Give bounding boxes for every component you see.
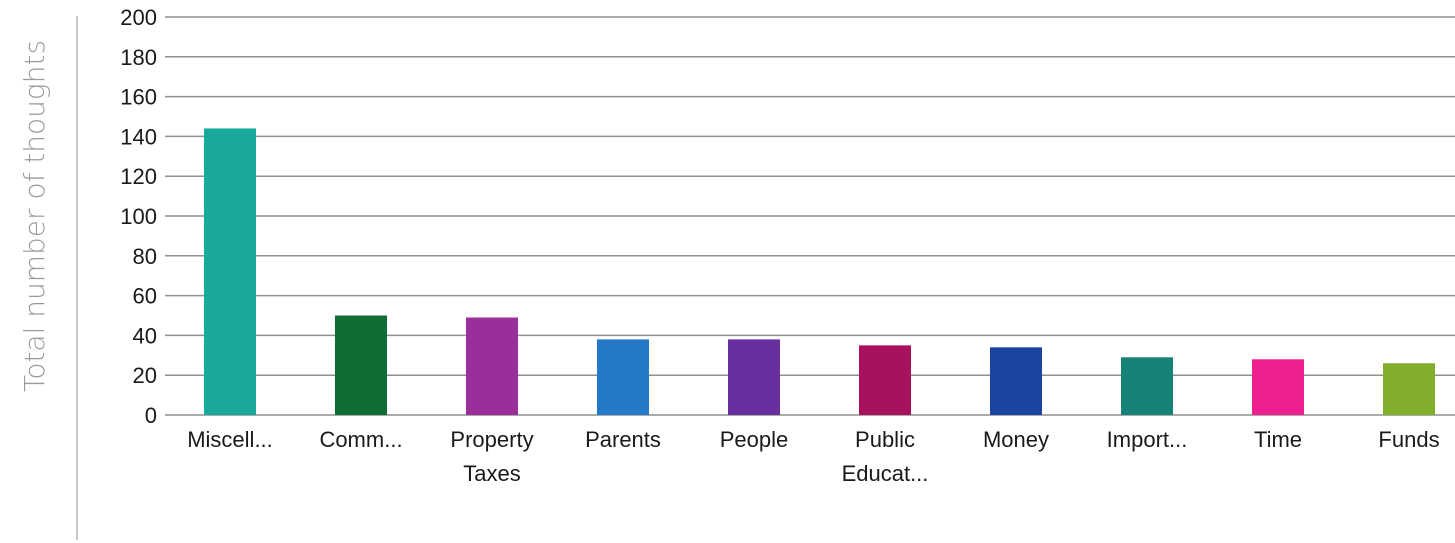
x-category-label-line: Time: [1254, 427, 1302, 452]
y-tick-label: 40: [133, 323, 157, 348]
x-category-label: Property Taxes: [450, 427, 533, 486]
bar: [728, 339, 780, 415]
bar: [1252, 359, 1304, 415]
y-tick-label: 160: [120, 85, 157, 110]
x-category-label-line: People: [720, 427, 789, 452]
x-category-label-line: Taxes: [463, 461, 520, 486]
x-category-label: Parents: [585, 427, 661, 452]
y-tick-label: 80: [133, 244, 157, 269]
x-category-label-line: Educat...: [842, 461, 929, 486]
y-tick-label: 200: [120, 5, 157, 30]
y-tick-label: 120: [120, 164, 157, 189]
y-tick-label: 60: [133, 284, 157, 309]
x-category-label: Comm...: [319, 427, 402, 452]
bar: [990, 347, 1042, 415]
bar: [466, 317, 518, 415]
bars: [204, 128, 1435, 415]
x-category-label: Funds: [1378, 427, 1439, 452]
y-tick-label: 140: [120, 124, 157, 149]
x-category-label: Public Educat...: [842, 427, 929, 486]
y-tick-labels: 0 20 40 60 80 100 120 140 160 180 200: [120, 5, 157, 428]
bar: [859, 345, 911, 415]
x-category-label: Money: [983, 427, 1049, 452]
x-category-label-line: Property: [450, 427, 533, 452]
y-tick-label: 100: [120, 204, 157, 229]
y-tick-label: 180: [120, 45, 157, 70]
x-category-label-line: Funds: [1378, 427, 1439, 452]
bar: [1121, 357, 1173, 415]
x-category-label: Time: [1254, 427, 1302, 452]
x-category-label: Import...: [1107, 427, 1188, 452]
x-category-labels: Miscell... Comm... Property Taxes Parents Peo…: [187, 427, 1439, 486]
x-category-label-line: Public: [855, 427, 915, 452]
x-category-label: Miscell...: [187, 427, 273, 452]
y-tick-label: 20: [133, 363, 157, 388]
x-category-label: People: [720, 427, 789, 452]
y-axis-title: Total number of thoughts: [18, 40, 51, 392]
x-category-label-line: Comm...: [319, 427, 402, 452]
y-tick-label: 0: [145, 403, 157, 428]
bar: [597, 339, 649, 415]
y-axis-title-group: Total number of thoughts: [18, 16, 78, 540]
bar: [204, 128, 256, 415]
x-category-label-line: Parents: [585, 427, 661, 452]
x-category-label-line: Miscell...: [187, 427, 273, 452]
bar: [1383, 363, 1435, 415]
bar: [335, 315, 387, 415]
x-category-label-line: Money: [983, 427, 1049, 452]
x-category-label-line: Import...: [1107, 427, 1188, 452]
